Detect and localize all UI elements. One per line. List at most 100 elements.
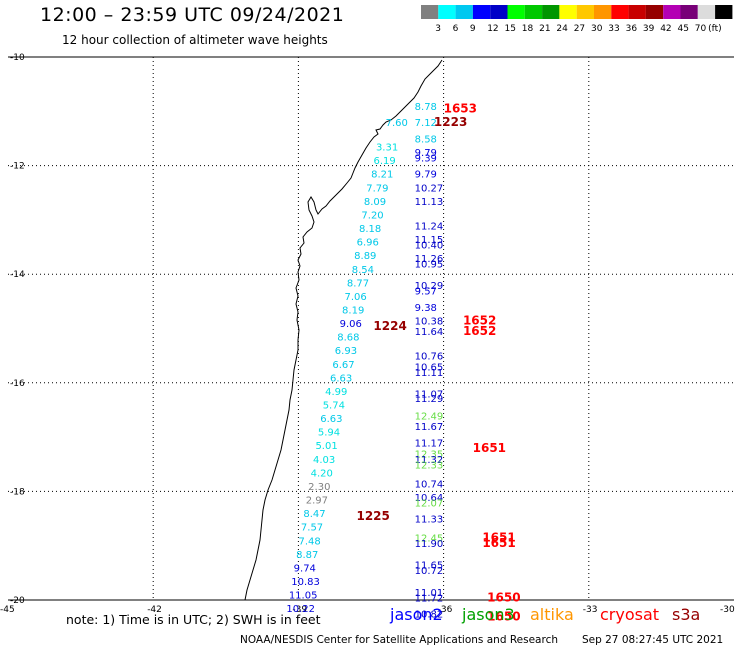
wave-height-label: 8.58 — [415, 134, 437, 145]
wave-height-label: 7.20 — [361, 210, 383, 221]
lat-label: -10 — [10, 53, 25, 63]
wave-height-label: 8.54 — [352, 265, 374, 276]
lat-label: -20 — [10, 596, 25, 606]
wave-height-label: 12.07 — [415, 498, 444, 509]
lat-label: -12 — [10, 162, 25, 172]
wave-height-label: 10.64 — [415, 493, 444, 504]
pass-time-label: 1651 — [473, 441, 506, 455]
scale-label: 6 — [453, 24, 459, 34]
wave-height-label: 11.64 — [415, 327, 444, 338]
scale-label: 18 — [522, 24, 534, 34]
color-scale-labels: 3 6 9 12 15 18 21 24 27 30 33 36 39 42 45 70 (ft) — [435, 24, 721, 34]
scale-swatch — [715, 5, 733, 19]
wave-height-label: 10.40 — [415, 240, 444, 251]
wave-height-label: 10.74 — [415, 479, 444, 490]
wave-height-label: 11.90 — [415, 539, 444, 550]
wave-height-label: 12.35 — [415, 449, 444, 460]
wave-height-label: 8.09 — [364, 197, 386, 208]
wave-height-label: 5.74 — [323, 401, 345, 412]
scale-label: 21 — [539, 24, 550, 34]
coastline — [244, 59, 443, 601]
wave-height-label: 10.22 — [286, 604, 315, 615]
wave-height-label: 8.87 — [296, 550, 318, 561]
wave-height-label: 8.68 — [337, 333, 359, 344]
scale-label: 36 — [626, 24, 638, 34]
wave-height-label: 6.96 — [357, 238, 379, 249]
scale-swatch — [438, 5, 456, 19]
scale-swatch — [594, 5, 612, 19]
pass-time-label: 1223 — [434, 115, 467, 129]
wave-height-label: 11.26 — [415, 254, 444, 265]
wave-height-label: 10.65 — [415, 363, 444, 374]
map-subtitle: 12 hour collection of altimeter wave hei… — [62, 33, 328, 47]
pass-time-label: 1653 — [444, 102, 477, 116]
wave-height-label: 9.57 — [415, 286, 437, 297]
pass-time-label: 1224 — [373, 319, 406, 333]
color-scale-bar — [421, 5, 733, 19]
wave-height-label: 9.79 — [415, 170, 437, 181]
wave-height-label: 11.65 — [415, 561, 444, 572]
scale-label: 42 — [660, 24, 671, 34]
map-frame — [8, 56, 734, 601]
wave-height-label: 5.94 — [318, 428, 340, 439]
pass-time-label: 1652 — [463, 313, 496, 327]
scale-swatch — [559, 5, 577, 19]
footer-note: note: 1) Time is in UTC; 2) SWH is in fe… — [66, 612, 321, 627]
scale-swatch — [421, 5, 439, 19]
lon-label: -36 — [438, 605, 453, 615]
scale-swatch — [645, 5, 664, 19]
wave-height-label: 11.01 — [415, 588, 444, 599]
wave-height-label: 2.30 — [308, 482, 330, 493]
wave-height-label: 9.39 — [415, 153, 437, 164]
map-grid — [8, 57, 734, 600]
lon-label: -39 — [292, 605, 307, 615]
wave-height-label: 12.33 — [415, 460, 444, 471]
wave-height-label: 7.79 — [366, 183, 388, 194]
scale-label: 9 — [470, 24, 476, 34]
wave-height-label: 8.78 — [415, 102, 437, 113]
wave-height-label: 9.06 — [340, 319, 362, 330]
scale-swatch — [697, 5, 716, 19]
wave-height-label: 10.72 — [415, 566, 444, 577]
scale-label: 33 — [608, 24, 619, 34]
scale-swatch — [542, 5, 560, 19]
wave-height-label: 6.67 — [332, 360, 354, 371]
wave-height-label: 8.19 — [342, 305, 364, 316]
lat-label: -16 — [10, 379, 25, 389]
scale-swatch — [576, 5, 594, 19]
scale-label: 45 — [678, 24, 689, 34]
wave-height-label: 7.57 — [301, 523, 323, 534]
pass-time-label: 1225 — [356, 509, 389, 523]
pass-time-label: 1651 — [482, 536, 515, 550]
wave-height-label: 10.29 — [415, 281, 444, 292]
wave-height-label: 11.11 — [415, 368, 444, 379]
credit-line: NOAA/NESDIS Center for Satellite Applica… — [240, 634, 558, 646]
wave-height-label: 7.06 — [344, 292, 366, 303]
wave-height-label: 8.77 — [347, 278, 369, 289]
wave-height-label: 7.60 — [386, 118, 408, 129]
scale-swatch — [490, 5, 508, 19]
wave-height-label: 4.20 — [311, 468, 333, 479]
wave-height-label: 10.95 — [415, 259, 444, 270]
wave-height-label: 11.32 — [415, 455, 444, 466]
wave-height-label: 11.07 — [415, 390, 444, 401]
lon-label: -42 — [147, 605, 162, 615]
scale-swatch — [455, 5, 473, 19]
scale-swatch — [524, 5, 543, 19]
wave-height-label: 11.33 — [415, 515, 444, 526]
wave-height-label: 11.15 — [415, 235, 444, 246]
wave-height-label: 8.21 — [371, 170, 393, 181]
wave-height-label: 9.74 — [294, 563, 316, 574]
wave-height-label: 10.38 — [415, 316, 444, 327]
scale-label: (ft) — [708, 24, 722, 34]
scale-label: 12 — [487, 24, 498, 34]
axis-labels: -10 -12 -14 -16 -18 -20-45 -42 -39 -36 -33 -30 — [0, 53, 735, 615]
scale-swatch — [507, 5, 525, 19]
wave-height-label: 10.76 — [415, 352, 444, 363]
pass-time-label: 1650 — [487, 609, 520, 623]
wave-height-label: 3.31 — [376, 143, 398, 154]
generated-timestamp: Sep 27 08:27:45 UTC 2021 — [582, 634, 724, 646]
wave-height-label: 11.05 — [289, 591, 318, 602]
wave-height-label: 7.48 — [299, 536, 321, 547]
mission-altika: altika — [530, 605, 574, 624]
